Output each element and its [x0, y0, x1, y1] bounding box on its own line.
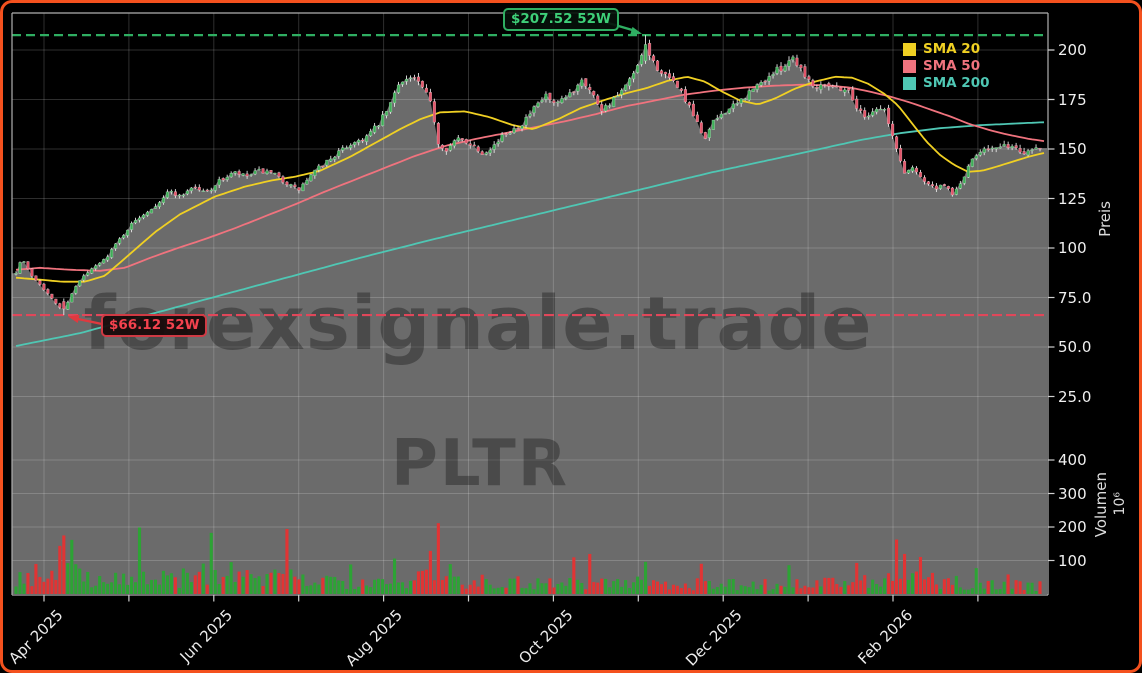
- watermark-text: forexsignale.trade: [83, 281, 872, 367]
- price-tick-label: 100: [1058, 239, 1087, 257]
- watermark-symbol: PLTR: [391, 427, 569, 501]
- sma20-swatch-icon: [903, 42, 916, 56]
- price-axis-title: Preis: [1096, 201, 1114, 237]
- sma200-swatch-icon: [903, 76, 916, 90]
- price-tick-label: 125: [1058, 189, 1087, 208]
- legend-label-sma20: SMA 20: [923, 41, 981, 57]
- price-tick-label: 50.0: [1058, 338, 1092, 356]
- legend-item-sma50: SMA 50: [903, 59, 990, 73]
- volume-axis-unit: 10⁶: [1112, 492, 1128, 516]
- volume-tick-label: 200: [1058, 518, 1087, 536]
- annotation-52w-high: $207.52 52W: [503, 8, 619, 31]
- chart-data-layer: [11, 12, 1055, 602]
- chart-background-layer: [12, 13, 1048, 595]
- volume-tick-label: 300: [1058, 484, 1087, 503]
- legend-item-sma20: SMA 20: [903, 42, 990, 56]
- price-tick-label: 75.0: [1058, 288, 1092, 307]
- sma50-swatch-icon: [903, 59, 916, 73]
- legend-item-sma200: SMA 200: [903, 76, 990, 90]
- volume-tick-label: 400: [1058, 451, 1087, 469]
- annotation-52w-low: $66.12 52W: [101, 314, 208, 337]
- legend: SMA 20 SMA 50 SMA 200: [903, 42, 990, 90]
- price-tick-label: 25.0: [1058, 387, 1092, 406]
- legend-label-sma50: SMA 50: [923, 58, 981, 74]
- volume-tick-label: 100: [1058, 551, 1087, 570]
- price-tick-label: 150: [1058, 140, 1087, 158]
- price-tick-label: 175: [1058, 90, 1087, 109]
- price-tick-label: 200: [1058, 41, 1087, 59]
- legend-label-sma200: SMA 200: [923, 75, 990, 91]
- volume-axis-title: Volumen: [1092, 472, 1110, 538]
